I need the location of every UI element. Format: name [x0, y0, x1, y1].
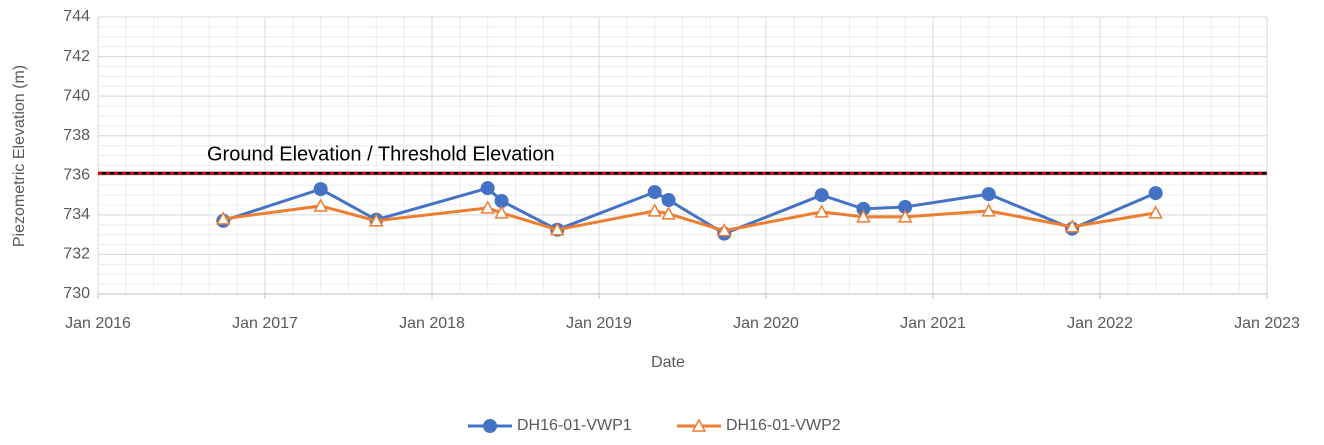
point: [856, 201, 871, 216]
point: [1148, 205, 1163, 219]
x-tick-label: Jan 2022: [1067, 315, 1133, 332]
point: [716, 223, 732, 237]
y-tick-label: 732: [63, 246, 90, 263]
legend-label: DH16-01-VWP2: [726, 417, 841, 434]
point: [313, 198, 328, 212]
y-tick-label: 738: [63, 127, 90, 144]
y-tick-label: 734: [63, 206, 90, 223]
point: [480, 181, 495, 196]
x-tick-label: Jan 2023: [1234, 315, 1300, 332]
point: [1148, 186, 1163, 201]
y-tick-label: 744: [63, 8, 90, 25]
x-axis-label: Date: [651, 354, 685, 371]
y-tick-label: 740: [63, 87, 90, 104]
point: [480, 200, 495, 214]
point: [661, 193, 676, 208]
point: [215, 211, 231, 225]
x-tick-label: Jan 2020: [733, 315, 799, 332]
point: [494, 205, 509, 219]
point: [856, 209, 871, 223]
point: [898, 199, 913, 214]
x-tick-label: Jan 2017: [232, 315, 298, 332]
annotation: Ground Elevation / Threshold Elevation: [207, 144, 555, 166]
point: [549, 222, 565, 236]
point: [369, 213, 384, 227]
point: [981, 203, 996, 217]
y-tick-label: 742: [63, 48, 90, 65]
point: [814, 204, 829, 218]
x-tick-label: Jan 2016: [65, 315, 131, 332]
legend-marker: [691, 418, 707, 432]
legend-marker: [483, 419, 497, 433]
point: [1064, 219, 1080, 233]
series-line: [223, 204, 1156, 233]
x-tick-label: Jan 2019: [566, 315, 632, 332]
y-tick-label: 730: [63, 285, 90, 302]
point: [814, 188, 829, 203]
point: [647, 185, 662, 200]
point: [981, 187, 996, 202]
x-tick-label: Jan 2018: [399, 315, 465, 332]
y-tick-label: 736: [63, 167, 90, 184]
point: [647, 203, 662, 217]
legend-label: DH16-01-VWP1: [517, 417, 632, 434]
point: [494, 194, 509, 209]
y-axis-label: Piezometric Elevation (m): [11, 65, 28, 247]
point: [897, 209, 913, 223]
x-tick-label: Jan 2021: [900, 315, 966, 332]
point: [313, 182, 328, 197]
point: [661, 206, 676, 220]
